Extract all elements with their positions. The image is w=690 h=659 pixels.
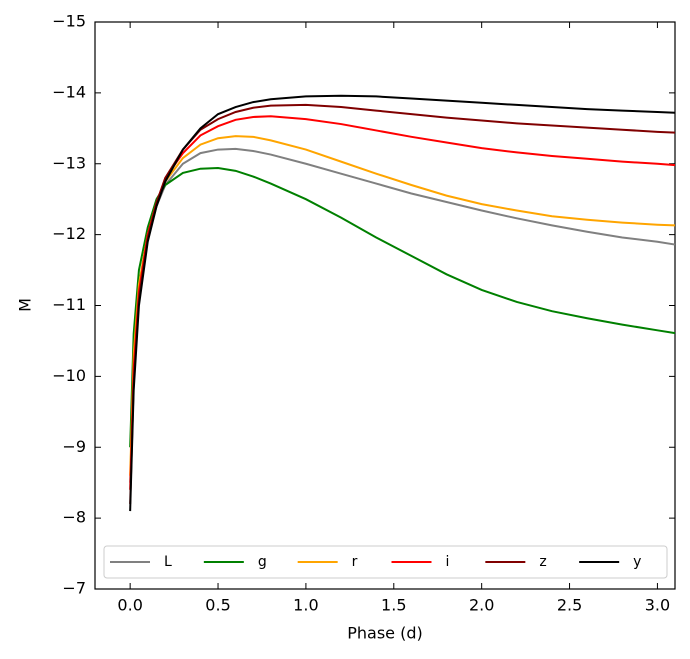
x-tick-label: 3.0 xyxy=(645,596,670,615)
x-tick-label: 0.5 xyxy=(205,596,230,615)
legend-label: g xyxy=(258,554,267,570)
x-tick-label: 2.5 xyxy=(557,596,582,615)
y-tick-label: −7 xyxy=(62,579,86,598)
x-tick-label: 1.5 xyxy=(381,596,406,615)
x-tick-label: 0.0 xyxy=(117,596,142,615)
y-tick-label: −12 xyxy=(52,224,86,243)
series-line xyxy=(129,147,676,483)
legend-label: r xyxy=(352,554,358,570)
series-line xyxy=(129,115,676,490)
legend-label: z xyxy=(539,554,546,570)
y-tick-label: −10 xyxy=(52,366,86,385)
legend-box xyxy=(103,545,668,579)
y-tick-label: −13 xyxy=(52,153,86,172)
legend-label: y xyxy=(633,554,641,570)
series-line xyxy=(129,103,676,504)
y-tick-label: −14 xyxy=(52,82,86,101)
legend-label: L xyxy=(164,554,172,570)
y-tick-label: −11 xyxy=(52,295,86,314)
y-tick-label: −8 xyxy=(62,508,86,527)
x-axis-label: Phase (d) xyxy=(347,624,423,643)
plot-frame xyxy=(94,21,676,590)
y-tick-label: −9 xyxy=(62,437,86,456)
y-axis-label: M xyxy=(16,298,35,312)
series-line xyxy=(129,135,676,476)
x-tick-label: 2.0 xyxy=(469,596,494,615)
series-line xyxy=(129,94,676,512)
series-line xyxy=(129,166,676,448)
x-tick-label: 1.0 xyxy=(293,596,318,615)
legend-label: i xyxy=(446,554,450,570)
y-tick-label: −15 xyxy=(52,12,86,31)
